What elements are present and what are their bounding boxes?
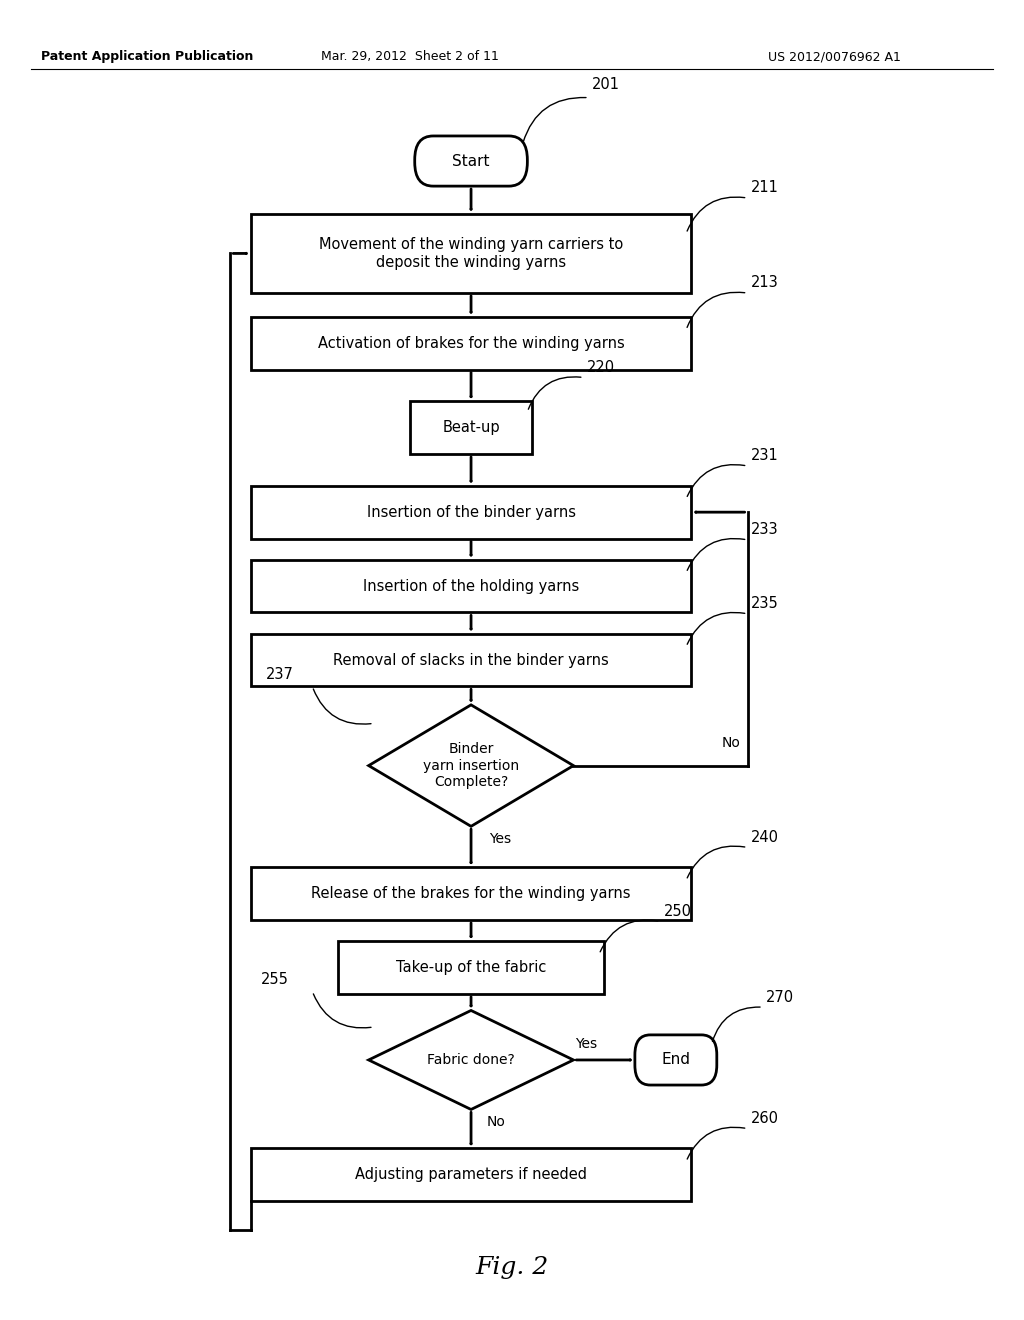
Text: Fig. 2: Fig. 2 [475,1255,549,1279]
Text: Insertion of the holding yarns: Insertion of the holding yarns [362,578,580,594]
Polygon shape [369,705,573,826]
Text: 211: 211 [751,181,778,195]
FancyBboxPatch shape [251,560,691,612]
Text: 235: 235 [751,597,778,611]
Text: No: No [486,1114,505,1129]
FancyBboxPatch shape [251,634,691,686]
FancyBboxPatch shape [251,867,691,920]
Text: 270: 270 [766,990,794,1005]
Text: Insertion of the binder yarns: Insertion of the binder yarns [367,504,575,520]
Text: 240: 240 [751,830,778,845]
Text: 260: 260 [751,1111,778,1126]
Text: Beat-up: Beat-up [442,420,500,436]
FancyBboxPatch shape [415,136,527,186]
FancyBboxPatch shape [635,1035,717,1085]
Text: 231: 231 [751,449,778,463]
Text: Yes: Yes [489,832,512,846]
Text: 233: 233 [751,523,778,537]
Text: 255: 255 [261,973,289,987]
Text: Take-up of the fabric: Take-up of the fabric [396,960,546,975]
FancyBboxPatch shape [410,401,532,454]
Text: Activation of brakes for the winding yarns: Activation of brakes for the winding yar… [317,335,625,351]
FancyBboxPatch shape [251,317,691,370]
Text: Movement of the winding yarn carriers to
deposit the winding yarns: Movement of the winding yarn carriers to… [318,238,624,269]
Text: Mar. 29, 2012  Sheet 2 of 11: Mar. 29, 2012 Sheet 2 of 11 [321,50,499,63]
Text: 237: 237 [266,668,294,682]
FancyBboxPatch shape [251,214,691,293]
Text: Patent Application Publication: Patent Application Publication [41,50,253,63]
Text: US 2012/0076962 A1: US 2012/0076962 A1 [768,50,901,63]
FancyBboxPatch shape [251,486,691,539]
Text: No: No [722,735,740,750]
Polygon shape [369,1011,573,1109]
Text: 201: 201 [592,78,620,92]
FancyBboxPatch shape [251,1148,691,1201]
Text: Binder
yarn insertion
Complete?: Binder yarn insertion Complete? [423,742,519,789]
Text: 220: 220 [587,360,614,375]
Text: Yes: Yes [575,1036,598,1051]
Text: Fabric done?: Fabric done? [427,1053,515,1067]
Text: Removal of slacks in the binder yarns: Removal of slacks in the binder yarns [333,652,609,668]
Text: Adjusting parameters if needed: Adjusting parameters if needed [355,1167,587,1183]
Text: Start: Start [453,153,489,169]
FancyBboxPatch shape [338,941,604,994]
Text: 250: 250 [664,904,691,919]
Text: Release of the brakes for the winding yarns: Release of the brakes for the winding ya… [311,886,631,902]
Text: 213: 213 [751,276,778,290]
Text: End: End [662,1052,690,1068]
